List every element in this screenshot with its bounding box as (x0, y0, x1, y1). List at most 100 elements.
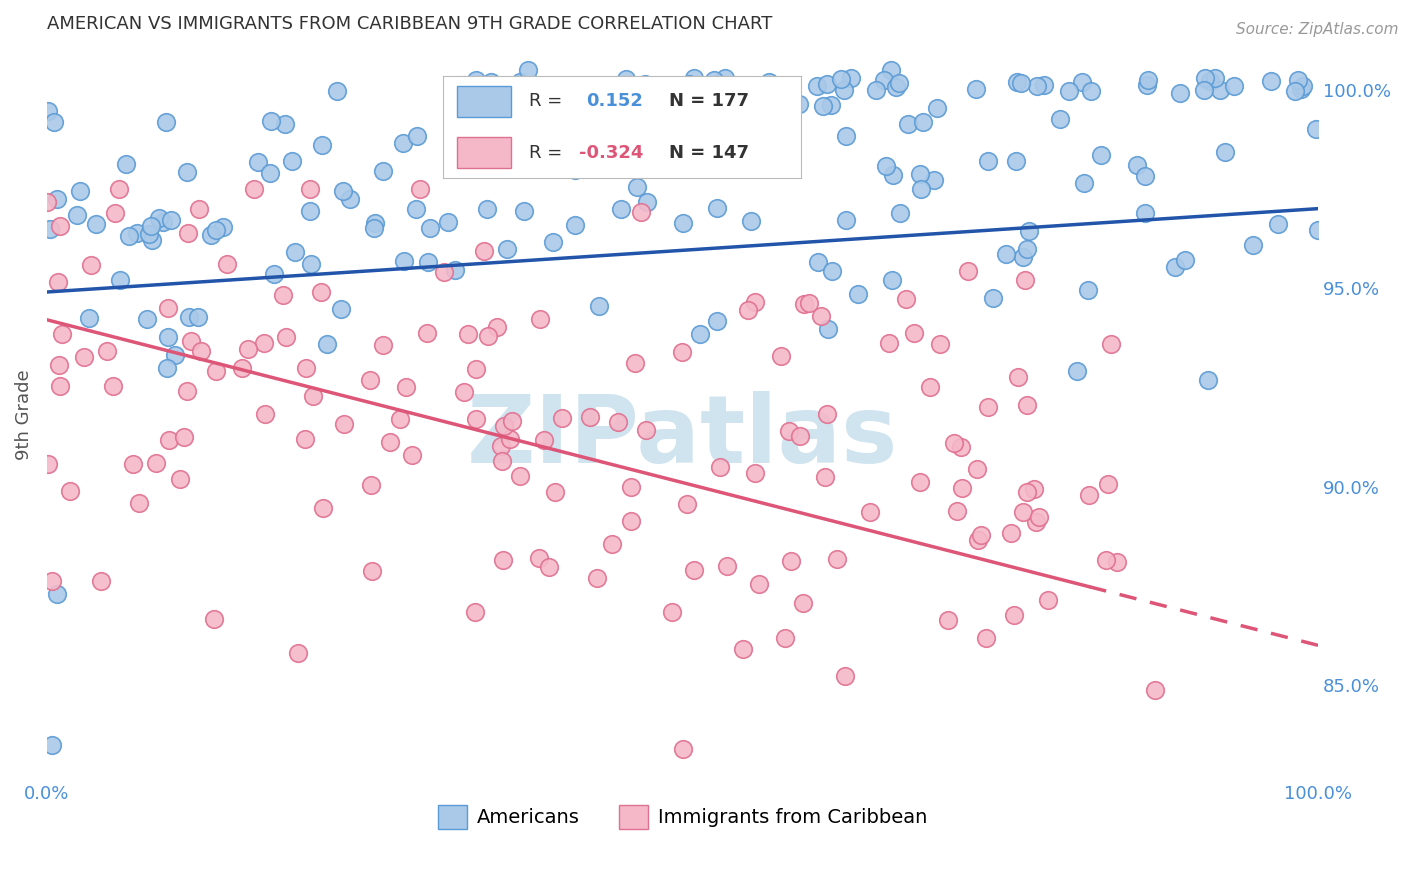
Point (792, 596, 814, 610)
Point (706, 314, 728, 328)
Point (41, 738, 63, 752)
Point (509, 468, 531, 483)
Point (1025, 516, 1047, 530)
Point (689, 327, 711, 342)
Point (263, 268, 285, 282)
Point (950, 481, 973, 495)
Point (1073, 176, 1095, 190)
Point (418, 254, 440, 268)
Point (1012, 505, 1035, 519)
Point (815, 407, 838, 421)
Point (636, 80, 658, 95)
Point (205, 364, 228, 378)
Point (814, 469, 837, 483)
Point (1174, 252, 1197, 267)
Point (865, 83, 887, 97)
Point (1164, 260, 1187, 274)
Point (616, 78, 638, 93)
Point (1198, 74, 1220, 88)
Point (614, 72, 637, 87)
Point (748, 576, 770, 591)
Point (636, 423, 658, 437)
Point (859, 505, 882, 519)
Point (187, 310, 209, 324)
Point (671, 345, 693, 359)
Point (179, 310, 201, 324)
Point (1094, 553, 1116, 567)
Point (122, 457, 145, 471)
Point (492, 418, 515, 433)
Point (157, 433, 180, 447)
Point (661, 605, 683, 619)
Point (779, 553, 801, 567)
Point (1133, 169, 1156, 184)
Point (1143, 682, 1166, 697)
Point (702, 73, 724, 87)
Point (188, 202, 211, 216)
Point (298, 203, 321, 218)
Point (1170, 86, 1192, 100)
Point (1192, 82, 1215, 96)
Point (46, 275, 69, 289)
Point (453, 385, 475, 400)
Point (970, 528, 993, 542)
Text: R =: R = (529, 93, 562, 111)
Point (758, 75, 780, 89)
Point (202, 612, 225, 626)
Point (1126, 158, 1149, 172)
Point (1267, 217, 1289, 231)
Text: AMERICAN VS IMMIGRANTS FROM CARIBBEAN 9TH GRADE CORRELATION CHART: AMERICAN VS IMMIGRANTS FROM CARIBBEAN 9T… (46, 15, 772, 33)
Point (769, 349, 792, 363)
Point (744, 294, 766, 309)
Point (752, 86, 775, 100)
Point (626, 180, 648, 194)
Point (671, 741, 693, 756)
Point (634, 77, 657, 91)
Point (620, 480, 643, 494)
Point (364, 216, 387, 230)
Point (274, 330, 297, 344)
Point (51, 326, 73, 341)
Point (380, 434, 402, 449)
Point (925, 101, 948, 115)
Point (477, 328, 499, 343)
Point (1032, 78, 1054, 92)
Point (1007, 370, 1029, 384)
Point (727, 80, 749, 95)
Point (637, 194, 659, 209)
Point (388, 412, 411, 426)
Point (204, 223, 226, 237)
Point (810, 309, 832, 323)
Point (793, 297, 815, 311)
Point (176, 384, 198, 399)
Point (578, 409, 600, 424)
Point (215, 257, 238, 271)
Point (253, 336, 276, 351)
Point (271, 288, 294, 302)
Text: R =: R = (529, 144, 562, 161)
Point (681, 79, 703, 94)
Point (90, 574, 112, 589)
Point (981, 291, 1004, 305)
Point (359, 372, 381, 386)
Point (298, 182, 321, 196)
Point (45, 192, 67, 206)
Point (1305, 122, 1327, 136)
Point (115, 156, 138, 170)
Point (821, 264, 844, 278)
Text: ZIPatlas: ZIPatlas (467, 391, 898, 483)
Point (544, 484, 567, 499)
Point (1097, 476, 1119, 491)
Point (444, 263, 467, 277)
Point (624, 356, 647, 370)
Point (1306, 223, 1329, 237)
Point (974, 631, 997, 645)
Point (373, 337, 395, 351)
Point (35, 194, 58, 209)
Point (606, 415, 628, 429)
Point (59, 483, 82, 498)
Point (37, 457, 59, 471)
Point (69, 184, 91, 198)
Point (1135, 206, 1157, 220)
Point (66, 208, 89, 222)
